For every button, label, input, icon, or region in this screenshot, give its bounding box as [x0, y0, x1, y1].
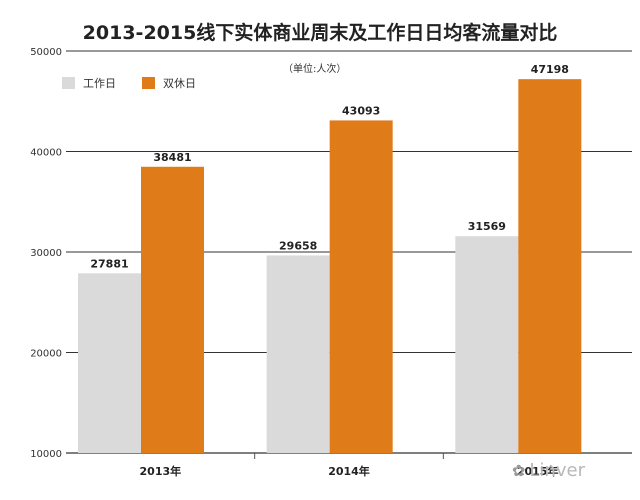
legend-label-workday: 工作日	[83, 77, 116, 90]
chart-title: 2013-2015线下实体商业周末及工作日日均客流量对比	[82, 22, 558, 44]
data-label: 27881	[90, 257, 128, 270]
unit-label: （单位:人次）	[283, 64, 347, 75]
bar-workday	[78, 273, 141, 453]
y-tick-label: 50000	[30, 47, 62, 58]
y-tick-label: 30000	[30, 248, 62, 259]
x-tick-label: 2013年	[140, 464, 182, 478]
bar-weekend	[329, 120, 393, 454]
legend-item-workday: 工作日	[62, 75, 116, 91]
bar-workday	[455, 236, 519, 453]
legend-label-weekend: 双休日	[163, 77, 196, 90]
legend-swatch-weekend	[142, 77, 155, 89]
bar-weekend	[141, 166, 204, 454]
bar-workday	[266, 255, 330, 453]
data-label: 47198	[531, 63, 569, 76]
watermark: ✿ Linver	[512, 460, 585, 481]
data-label: 38481	[153, 151, 191, 164]
watermark-text: Linver	[529, 460, 585, 481]
data-label: 29658	[279, 239, 317, 252]
legend-swatch-workday	[62, 77, 75, 89]
y-tick-label: 20000	[30, 349, 62, 360]
data-label: 43093	[342, 104, 380, 117]
wechat-icon: ✿	[512, 461, 526, 480]
data-label: 31569	[468, 220, 506, 233]
bar-weekend	[518, 79, 582, 454]
y-tick-label: 10000	[30, 449, 62, 460]
legend-item-weekend: 双休日	[142, 75, 196, 91]
y-tick-label: 40000	[30, 148, 62, 159]
x-tick-label: 2014年	[328, 464, 370, 478]
x-tick-label: 2015年	[517, 464, 559, 478]
